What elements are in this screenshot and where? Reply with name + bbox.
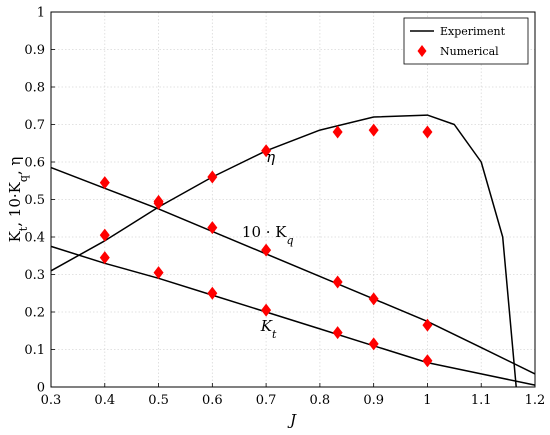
numerical-point — [332, 326, 343, 340]
numerical-point — [368, 337, 379, 351]
legend-numerical-label: Numerical — [440, 45, 499, 58]
x-tick-label: 1.1 — [471, 393, 492, 408]
y-tick-label: 0.9 — [24, 43, 45, 58]
experiment-curve — [50, 166, 536, 375]
experiment-curves — [50, 114, 536, 388]
numerical-point — [332, 275, 343, 289]
ticks: 0.3 0.4 0.5 0.6 0.7 0.8 0.9 1 1.1 1.2 0 0.1 0.2 0.3 0.… — [24, 6, 545, 409]
numerical-point — [99, 176, 110, 190]
y-axis-label-text: Kt, 10·Kq, η — [6, 157, 30, 243]
y-tick-label: 0.3 — [24, 268, 45, 283]
x-tick-label: 1.2 — [525, 393, 546, 408]
curve-label: 10 · Kq — [242, 223, 294, 247]
x-tick-label: 0.7 — [256, 393, 277, 408]
y-tick-label: 0.5 — [24, 193, 45, 208]
numerical-point — [422, 125, 433, 139]
curve-label: Kt — [260, 317, 277, 341]
numerical-point — [153, 196, 164, 210]
y-tick-label: 0.6 — [24, 156, 45, 171]
numerical-point — [99, 251, 110, 265]
experiment-curve — [50, 245, 536, 386]
grid — [50, 11, 536, 388]
x-tick-label: 0.9 — [363, 393, 384, 408]
experiment-curve — [50, 114, 517, 388]
curve-labels: η 10 · Kq Kt — [242, 148, 294, 340]
curve-label: η — [266, 148, 275, 166]
x-tick-label: 0.5 — [148, 393, 169, 408]
numerical-point — [261, 303, 272, 317]
numerical-point — [261, 144, 272, 158]
y-tick-label: 0.7 — [24, 118, 45, 133]
numerical-point — [422, 354, 433, 368]
numerical-point — [332, 125, 343, 139]
numerical-point — [153, 266, 164, 280]
numerical-point — [422, 318, 433, 332]
numerical-markers — [99, 123, 433, 368]
x-tick-label: 1 — [423, 393, 431, 408]
y-tick-label: 0.8 — [24, 81, 45, 96]
numerical-point — [207, 286, 218, 300]
x-tick-label: 0.8 — [310, 393, 331, 408]
x-tick-label: 0.3 — [41, 393, 62, 408]
numerical-point — [261, 243, 272, 257]
legend-numerical-diamond — [417, 45, 427, 57]
legend-experiment-label: Experiment — [440, 25, 506, 38]
numerical-point — [368, 123, 379, 137]
legend-box — [403, 17, 529, 65]
y-tick-label: 1 — [37, 6, 45, 21]
y-axis-label: Kt, 10·Kq, η — [6, 157, 30, 243]
numerical-point — [207, 221, 218, 235]
y-tick-label: 0 — [37, 381, 45, 396]
legend: Experiment Numerical — [403, 17, 529, 65]
y-tick-label: 0.4 — [24, 231, 45, 246]
x-tick-label: 0.6 — [202, 393, 223, 408]
x-tick-label: 0.4 — [94, 393, 115, 408]
x-axis-label: J — [287, 411, 297, 429]
numerical-point — [207, 170, 218, 184]
numerical-point — [368, 292, 379, 306]
y-tick-label: 0.2 — [24, 306, 45, 321]
numerical-point — [99, 228, 110, 242]
y-tick-label: 0.1 — [24, 343, 45, 358]
